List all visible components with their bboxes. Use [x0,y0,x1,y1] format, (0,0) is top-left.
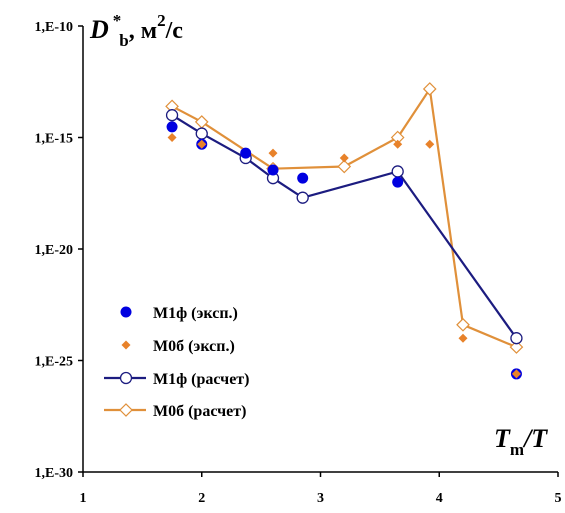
legend-marker [119,371,133,385]
y-axis-title: D * b, м2/с [89,11,183,50]
legend-marker [120,306,132,318]
y-tick-label: 1,E-15 [35,132,74,147]
legend-marker [119,403,133,417]
data-point [167,133,177,142]
data-point [511,369,521,379]
data-point [197,139,207,149]
data-point [510,332,523,345]
x-axis-symbol: T [494,424,511,453]
y-axis-unit-power: 2 [157,11,166,30]
y-tick-label: 1,E-10 [35,20,74,35]
y-tick-label: 1,E-30 [35,466,74,481]
data-point [456,317,470,332]
x-tick-label: 1 [80,491,87,506]
y-tick-label: 1,E-20 [35,243,74,258]
x-axis-title: Tm/T [494,424,548,459]
x-tick-label: 3 [317,491,324,506]
data-point [392,176,404,188]
legend-marker [121,340,131,350]
data-point [165,109,179,122]
y-axis-unit-suffix: /с [165,18,184,44]
data-point [393,139,403,149]
y-axis-unit-prefix: , м [129,18,157,44]
x-axis-subscript: m [510,440,524,459]
data-point [339,153,349,163]
legend-label: М0б (расчет) [153,403,246,420]
data-point [425,139,435,149]
data-point [422,82,437,96]
legend: М1ф (эксп.) М0б (эксп.) М1ф (расчет) М0б (р… [104,305,250,420]
data-point [194,115,209,129]
data-point [268,148,278,158]
data-point [195,127,208,140]
x-ticks: 1 2 3 4 5 [80,472,562,506]
y-axis-subscript: b [119,31,128,50]
data-point [296,191,309,204]
y-axis-superscript: * [113,11,122,30]
series-line [171,85,517,349]
data-point [297,172,309,184]
x-tick-label: 5 [555,491,562,506]
data-point [337,159,352,174]
data-point [391,165,404,178]
plot-area [165,82,524,380]
data-point [166,121,178,133]
data-point [458,333,468,343]
y-ticks: 1,E-30 1,E-25 1,E-20 1,E-15 1,E-10 [35,20,83,481]
x-tick-label: 2 [198,491,205,506]
y-axis-symbol: D [89,15,109,44]
legend-label: М1ф (расчет) [153,371,250,388]
data-point [509,340,524,354]
data-point [267,164,279,176]
legend-label: М1ф (эксп.) [153,305,238,322]
x-tick-label: 4 [436,491,443,506]
y-tick-label: 1,E-25 [35,355,74,370]
legend-label: М0б (эксп.) [153,338,235,355]
x-axis-tail: /T [522,424,548,453]
data-point [240,147,252,159]
